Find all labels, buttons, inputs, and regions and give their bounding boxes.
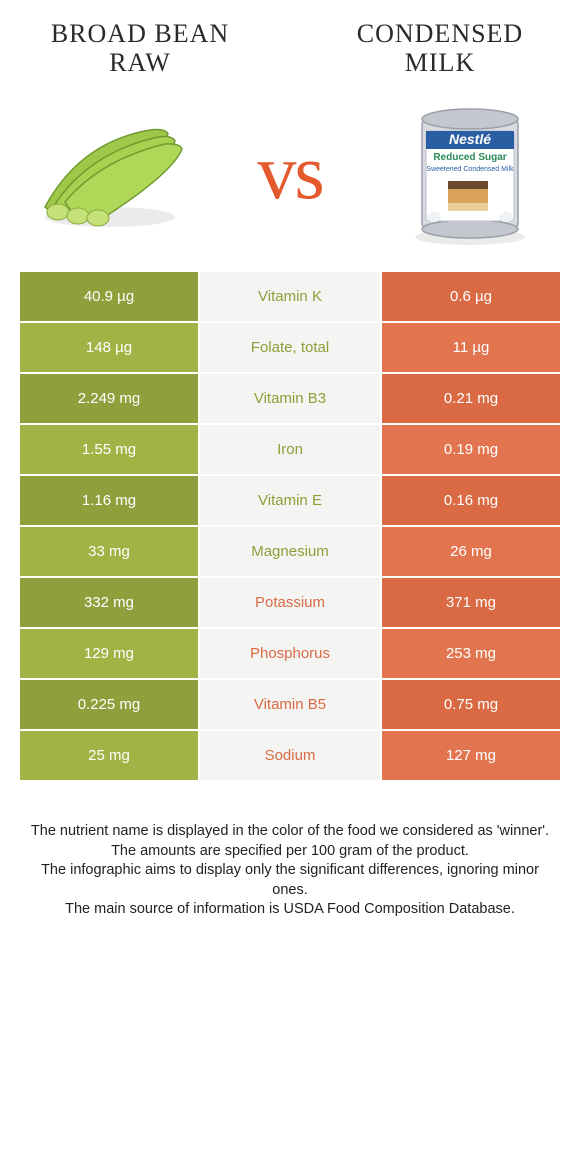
footer-line-2: The amounts are specified per 100 gram o… [30,842,550,862]
nutrient-comparison-table: 40.9 µgVitamin K0.6 µg148 µgFolate, tota… [20,272,560,782]
left-food-title: BROAD BEAN RAW [30,20,250,77]
broad-bean-image [30,97,190,247]
svg-text:Reduced Sugar: Reduced Sugar [433,152,506,163]
right-value-cell: 0.6 µg [380,272,560,321]
table-row: 332 mgPotassium371 mg [20,578,560,629]
table-row: 0.225 mgVitamin B50.75 mg [20,680,560,731]
svg-text:Nestlé: Nestlé [449,131,491,147]
footer-line-4: The main source of information is USDA F… [30,900,550,920]
nutrient-name-cell: Iron [200,425,380,474]
table-row: 33 mgMagnesium26 mg [20,527,560,578]
right-value-cell: 0.19 mg [380,425,560,474]
footer-line-1: The nutrient name is displayed in the co… [30,822,550,842]
left-value-cell: 148 µg [20,323,200,372]
right-food-title: CONDENSED MILK [330,20,550,77]
table-row: 1.55 mgIron0.19 mg [20,425,560,476]
nutrient-name-cell: Magnesium [200,527,380,576]
right-title-line1: CONDENSED [357,19,523,48]
images-row: vs Nestlé Reduced Sugar Sweetened Conden… [0,87,580,272]
table-row: 25 mgSodium127 mg [20,731,560,782]
left-value-cell: 40.9 µg [20,272,200,321]
svg-text:Sweetened Condensed Milk: Sweetened Condensed Milk [426,166,514,173]
nutrient-name-cell: Phosphorus [200,629,380,678]
left-value-cell: 25 mg [20,731,200,780]
table-row: 1.16 mgVitamin E0.16 mg [20,476,560,527]
broad-bean-icon [30,112,190,232]
nutrient-name-cell: Vitamin E [200,476,380,525]
right-value-cell: 371 mg [380,578,560,627]
left-value-cell: 1.16 mg [20,476,200,525]
table-row: 2.249 mgVitamin B30.21 mg [20,374,560,425]
right-value-cell: 127 mg [380,731,560,780]
right-value-cell: 0.21 mg [380,374,560,423]
left-value-cell: 1.55 mg [20,425,200,474]
right-value-cell: 0.75 mg [380,680,560,729]
nutrient-name-cell: Vitamin B5 [200,680,380,729]
left-title-line2: RAW [109,48,171,77]
footer-line-3: The infographic aims to display only the… [30,861,550,900]
right-value-cell: 0.16 mg [380,476,560,525]
vs-label: vs [257,127,322,217]
right-title-line2: MILK [405,48,475,77]
right-value-cell: 11 µg [380,323,560,372]
condensed-milk-icon: Nestlé Reduced Sugar Sweetened Condensed… [400,97,540,247]
left-value-cell: 33 mg [20,527,200,576]
nutrient-name-cell: Vitamin K [200,272,380,321]
header: BROAD BEAN RAW CONDENSED MILK [0,0,580,87]
table-row: 148 µgFolate, total11 µg [20,323,560,374]
left-title-line1: BROAD BEAN [51,19,229,48]
condensed-milk-image: Nestlé Reduced Sugar Sweetened Condensed… [390,97,550,247]
footer-notes: The nutrient name is displayed in the co… [0,782,580,920]
right-value-cell: 26 mg [380,527,560,576]
table-row: 129 mgPhosphorus253 mg [20,629,560,680]
left-value-cell: 129 mg [20,629,200,678]
infographic-container: BROAD BEAN RAW CONDENSED MILK vs [0,0,580,920]
nutrient-name-cell: Potassium [200,578,380,627]
nutrient-name-cell: Sodium [200,731,380,780]
table-row: 40.9 µgVitamin K0.6 µg [20,272,560,323]
nutrient-name-cell: Folate, total [200,323,380,372]
right-value-cell: 253 mg [380,629,560,678]
left-value-cell: 2.249 mg [20,374,200,423]
left-value-cell: 0.225 mg [20,680,200,729]
left-value-cell: 332 mg [20,578,200,627]
nutrient-name-cell: Vitamin B3 [200,374,380,423]
